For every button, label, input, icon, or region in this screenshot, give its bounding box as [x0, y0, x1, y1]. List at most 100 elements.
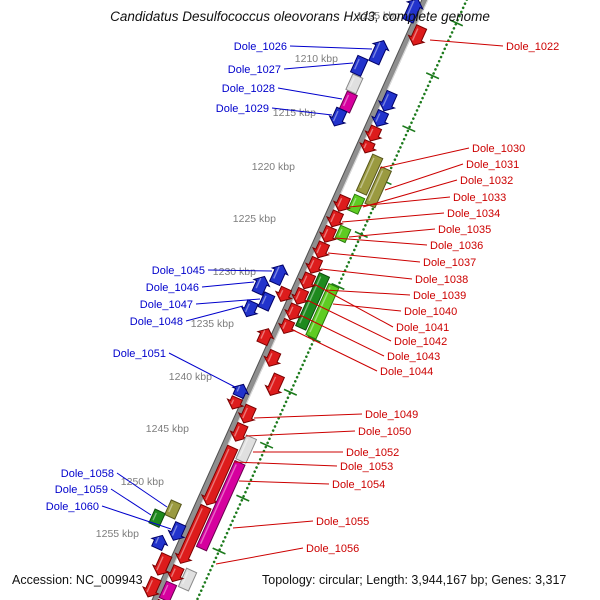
gene-feature[interactable] — [363, 124, 385, 145]
gene-label-Dole_1060[interactable]: Dole_1060 — [46, 501, 99, 513]
gene-label-Dole_1047[interactable]: Dole_1047 — [140, 299, 193, 311]
gene-feature[interactable] — [400, 0, 425, 24]
gene-feature-Dole_1038[interactable] — [303, 255, 325, 277]
ruler-dot — [437, 59, 441, 63]
gene-label-Dole_1030[interactable]: Dole_1030 — [472, 143, 525, 155]
gene-label-Dole_1042[interactable]: Dole_1042 — [394, 336, 447, 348]
gene-label-Dole_1041[interactable]: Dole_1041 — [396, 322, 449, 334]
gene-feature-Dole_1042[interactable] — [289, 286, 311, 308]
gene-feature-Dole_1046[interactable] — [249, 273, 272, 296]
gene-label-Dole_1050[interactable]: Dole_1050 — [358, 426, 411, 438]
gene-label-Dole_1032[interactable]: Dole_1032 — [460, 175, 513, 187]
gene-feature[interactable] — [261, 348, 283, 370]
feature-highlight — [316, 244, 322, 254]
gene-label-Dole_1037[interactable]: Dole_1037 — [423, 257, 476, 269]
gene-feature-Dole_1028[interactable] — [338, 90, 358, 114]
gene-feature[interactable] — [273, 285, 294, 305]
gene-label-Dole_1058[interactable]: Dole_1058 — [61, 468, 114, 480]
gene-feature[interactable] — [158, 580, 178, 600]
gene-feature[interactable] — [150, 551, 175, 578]
gene-feature[interactable] — [369, 108, 391, 130]
gene-feature-Dole_1035[interactable] — [334, 224, 352, 244]
gene-label-Dole_1031[interactable]: Dole_1031 — [466, 159, 519, 171]
gene-feature-Dole_1040[interactable] — [305, 282, 340, 340]
gene-feature[interactable] — [357, 138, 378, 156]
gene-feature-Dole_1029[interactable] — [327, 106, 350, 129]
gene-label-Dole_1049[interactable]: Dole_1049 — [365, 409, 418, 421]
gene-label-Dole_1051[interactable]: Dole_1051 — [113, 348, 166, 360]
feature-highlight — [146, 579, 154, 593]
gene-feature[interactable] — [149, 532, 170, 552]
gene-feature[interactable] — [376, 89, 400, 114]
gene-label-Dole_1034[interactable]: Dole_1034 — [447, 208, 500, 220]
gene-label-Dole_1040[interactable]: Dole_1040 — [404, 306, 457, 318]
gene-feature-Dole_1050[interactable] — [228, 421, 251, 444]
ruler-dot — [236, 507, 240, 510]
gene-feature-Dole_1041[interactable] — [296, 271, 318, 293]
gene-label-Dole_1043[interactable]: Dole_1043 — [387, 351, 440, 363]
ruler-label: 1235 kbp — [191, 318, 234, 330]
gene-label-Dole_1053[interactable]: Dole_1053 — [340, 461, 393, 473]
gene-feature-Dole_1048[interactable] — [239, 299, 261, 321]
gene-feature-Dole_1051[interactable] — [230, 381, 251, 400]
gene-feature-Dole_1049[interactable] — [236, 403, 259, 426]
leader-line-Dole_1048 — [185, 305, 244, 322]
gene-feature-Dole_1032[interactable] — [347, 193, 366, 215]
gene-feature[interactable] — [263, 372, 288, 399]
gene-label-Dole_1055[interactable]: Dole_1055 — [316, 516, 369, 528]
gene-feature[interactable] — [140, 575, 164, 600]
gene-feature-Dole_1031[interactable] — [364, 166, 393, 209]
gene-feature-Dole_1060[interactable] — [166, 520, 189, 543]
gene-label-Dole_1036[interactable]: Dole_1036 — [430, 240, 483, 252]
gene-feature-Dole_1022[interactable] — [406, 24, 430, 49]
gene-label-Dole_1027[interactable]: Dole_1027 — [228, 64, 281, 76]
gene-label-Dole_1052[interactable]: Dole_1052 — [346, 447, 399, 459]
ruler-dot — [273, 425, 277, 428]
gene-label-Dole_1033[interactable]: Dole_1033 — [453, 192, 506, 204]
gene-feature-Dole_1039[interactable] — [295, 272, 331, 331]
gene-feature-Dole_1037[interactable] — [310, 240, 332, 262]
gene-label-Dole_1035[interactable]: Dole_1035 — [438, 224, 491, 236]
gene-feature-Dole_1036[interactable] — [317, 224, 339, 246]
gene-label-Dole_1054[interactable]: Dole_1054 — [332, 479, 385, 491]
gene-label-Dole_1045[interactable]: Dole_1045 — [152, 265, 205, 277]
gene-feature-Dole_1045[interactable] — [267, 262, 291, 287]
gene-feature-Dole_1047[interactable] — [257, 291, 276, 312]
gene-label-Dole_1048[interactable]: Dole_1048 — [130, 316, 183, 328]
gene-feature-Dole_1054[interactable] — [195, 459, 246, 552]
gene-label-Dole_1046[interactable]: Dole_1046 — [146, 282, 199, 294]
gene-label-Dole_1026[interactable]: Dole_1026 — [234, 41, 287, 53]
leader-line-Dole_1029 — [271, 107, 333, 116]
leader-line-Dole_1036 — [334, 237, 428, 246]
gene-label-Dole_1029[interactable]: Dole_1029 — [216, 103, 269, 115]
gene-feature-Dole_1056[interactable] — [165, 563, 187, 585]
gene-label-Dole_1038[interactable]: Dole_1038 — [415, 274, 468, 286]
gene-label-Dole_1044[interactable]: Dole_1044 — [380, 366, 433, 378]
ruler-label: 1240 kbp — [169, 371, 212, 383]
gene-feature[interactable] — [225, 395, 245, 413]
gene-feature-Dole_1030[interactable] — [355, 153, 384, 196]
gene-feature-Dole_1033[interactable] — [331, 193, 353, 215]
gene-feature-Dole_1055[interactable] — [173, 503, 214, 567]
gene-feature[interactable] — [177, 567, 198, 592]
ruler-dot — [365, 219, 369, 223]
ruler-label: 1220 kbp — [252, 161, 295, 173]
ruler-dot — [310, 343, 314, 346]
gene-feature-Dole_1034[interactable] — [324, 209, 346, 231]
gene-feature-Dole_1043[interactable] — [282, 302, 304, 324]
gene-feature[interactable] — [254, 325, 276, 347]
gene-feature-Dole_1026[interactable] — [366, 37, 391, 66]
gene-label-Dole_1028[interactable]: Dole_1028 — [222, 83, 275, 95]
gene-label-Dole_1039[interactable]: Dole_1039 — [413, 290, 466, 302]
gene-feature-Dole_1058[interactable] — [164, 499, 182, 520]
gene-label-Dole_1059[interactable]: Dole_1059 — [55, 484, 108, 496]
ruler-dot — [439, 55, 443, 59]
gene-label-Dole_1056[interactable]: Dole_1056 — [306, 543, 359, 555]
gene-label-Dole_1022[interactable]: Dole_1022 — [506, 41, 559, 53]
ruler-dot — [199, 589, 203, 592]
gene-feature[interactable] — [345, 73, 364, 95]
gene-feature-Dole_1052[interactable] — [235, 434, 258, 464]
gene-feature-Dole_1053[interactable] — [199, 444, 240, 508]
gene-feature-Dole_1027[interactable] — [349, 54, 369, 77]
gene-feature-Dole_1044[interactable] — [276, 317, 297, 337]
